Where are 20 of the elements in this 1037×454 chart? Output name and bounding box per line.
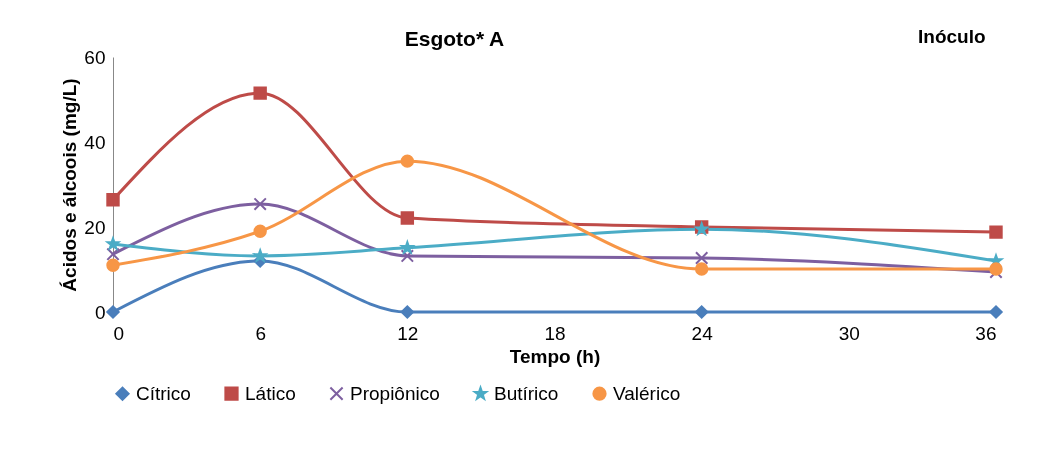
legend-label: Lático [245, 382, 296, 404]
text: Inóculo [918, 26, 986, 47]
y-tick-label: 20 [84, 216, 106, 238]
legend-label: Valérico [613, 382, 681, 404]
x-tick-label: 0 [113, 322, 125, 344]
y-axis-title: Ácidos e álcoois (mg/L) [59, 78, 81, 292]
legend-label: Cítrico [136, 382, 191, 404]
y-tick-label: 40 [84, 131, 106, 153]
chart-title: Esgoto* A [404, 27, 505, 50]
x-tick-label: 12 [397, 322, 419, 344]
y-tick-label: 0 [94, 301, 106, 323]
x-tick-label: 6 [255, 322, 266, 344]
legend-label: Propiônico [350, 382, 440, 404]
x-axis-title: Tempo (h) [509, 345, 601, 367]
x-tick-label: 30 [838, 322, 860, 344]
y-tick-label: 60 [84, 46, 106, 68]
x-tick-label: 24 [691, 322, 714, 344]
x-tick-label: 36 [975, 322, 997, 344]
legend-label: Butírico [494, 382, 559, 404]
x-tick-label: 18 [544, 322, 566, 344]
